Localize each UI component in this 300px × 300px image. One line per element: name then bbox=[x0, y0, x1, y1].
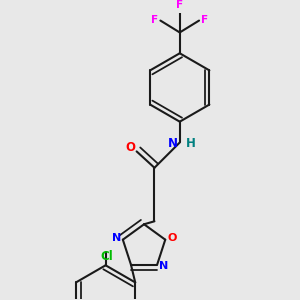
Text: O: O bbox=[167, 233, 176, 243]
Text: F: F bbox=[201, 15, 208, 25]
Text: F: F bbox=[152, 15, 159, 25]
Text: F: F bbox=[176, 0, 183, 10]
Text: N: N bbox=[112, 233, 121, 243]
Text: N: N bbox=[168, 136, 178, 150]
Text: N: N bbox=[159, 261, 168, 271]
Text: O: O bbox=[126, 141, 136, 154]
Text: Cl: Cl bbox=[101, 250, 113, 262]
Text: H: H bbox=[186, 136, 196, 150]
